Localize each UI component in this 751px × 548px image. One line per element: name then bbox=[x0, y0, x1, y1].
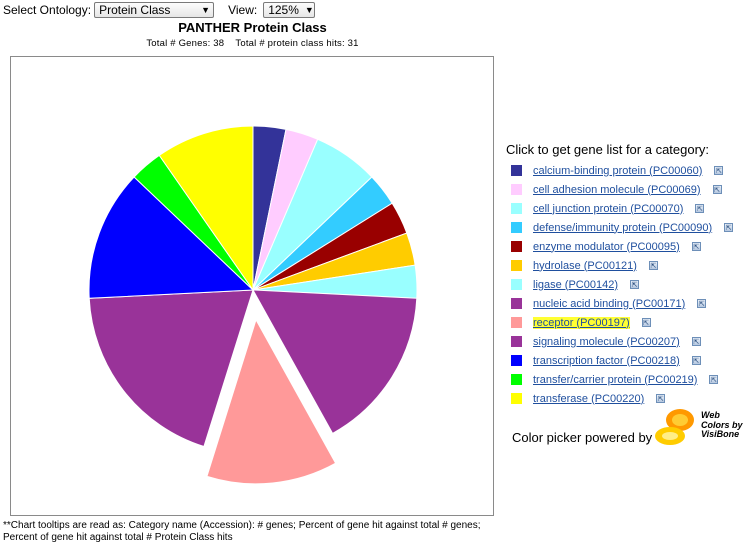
pathway-graph-icon[interactable]: ⇱ bbox=[712, 185, 722, 194]
legend-swatch bbox=[511, 222, 522, 233]
legend: Click to get gene list for a category: c… bbox=[506, 142, 734, 408]
pie-slice[interactable] bbox=[158, 125, 254, 292]
legend-item: cell junction protein (PC00070) ⇱ bbox=[506, 199, 733, 218]
legend-link[interactable]: cell adhesion molecule (PC00069) bbox=[533, 183, 701, 196]
legend-items: calcium-binding protein (PC00060) ⇱ cell a… bbox=[506, 161, 734, 408]
legend-link[interactable]: ligase (PC00142) bbox=[533, 278, 618, 291]
legend-swatch bbox=[511, 279, 522, 290]
legend-item: ligase (PC00142) ⇱ bbox=[506, 275, 733, 294]
legend-swatch bbox=[511, 317, 522, 328]
legend-swatch bbox=[511, 374, 522, 385]
visibone-logo[interactable]: Web Colors by VisiBone bbox=[654, 406, 750, 448]
view-label: View: bbox=[228, 2, 258, 17]
pathway-graph-icon[interactable]: ⇱ bbox=[697, 299, 707, 308]
legend-swatch bbox=[511, 355, 522, 366]
logo-text: Web Colors by VisiBone bbox=[701, 410, 743, 439]
pie-slice[interactable] bbox=[88, 289, 254, 448]
ontology-label: Select Ontology: bbox=[3, 2, 92, 17]
pathway-graph-icon[interactable]: ⇱ bbox=[714, 166, 724, 175]
pathway-graph-icon[interactable]: ⇱ bbox=[691, 337, 701, 346]
legend-item: calcium-binding protein (PC00060) ⇱ bbox=[506, 161, 733, 180]
legend-link[interactable]: calcium-binding protein (PC00060) bbox=[533, 164, 703, 177]
pathway-graph-icon[interactable]: ⇱ bbox=[630, 280, 639, 289]
toolbar: Select Ontology: Protein Class ▼ View: 1… bbox=[3, 0, 316, 19]
legend-link[interactable]: defense/immunity protein (PC00090) bbox=[533, 221, 713, 234]
legend-link[interactable]: signaling molecule (PC00207) bbox=[533, 335, 680, 348]
legend-swatch bbox=[511, 241, 522, 252]
legend-item: signaling molecule (PC00207) ⇱ bbox=[506, 332, 733, 351]
color-picker-credit: Color picker powered by bbox=[512, 430, 653, 445]
view-select-value: 125% bbox=[268, 2, 299, 17]
legend-link[interactable]: receptor (PC00197) bbox=[533, 316, 630, 329]
legend-link[interactable]: transcription factor (PC00218) bbox=[533, 354, 680, 367]
pathway-graph-icon[interactable]: ⇱ bbox=[691, 242, 701, 251]
chart-subtitle: Total # Genes: 38 Total # protein class … bbox=[146, 38, 359, 49]
chart-title: PANTHER Protein Class bbox=[178, 20, 327, 35]
pathway-graph-icon[interactable]: ⇱ bbox=[691, 356, 701, 365]
legend-item: transferase (PC00220) ⇱ bbox=[506, 389, 733, 408]
legend-link[interactable]: cell junction protein (PC00070) bbox=[533, 202, 684, 215]
chart-footnote: **Chart tooltips are read as: Category n… bbox=[3, 520, 481, 543]
legend-item: enzyme modulator (PC00095) ⇱ bbox=[506, 237, 733, 256]
legend-swatch bbox=[511, 336, 522, 347]
legend-link[interactable]: hydrolase (PC00121) bbox=[533, 259, 637, 272]
legend-item: defense/immunity protein (PC00090) ⇱ bbox=[506, 218, 734, 237]
pathway-graph-icon[interactable]: ⇱ bbox=[656, 394, 666, 403]
legend-swatch bbox=[511, 184, 522, 195]
pie-slice[interactable] bbox=[252, 289, 418, 435]
legend-item: cell adhesion molecule (PC00069) ⇱ bbox=[506, 180, 733, 199]
pie-slice[interactable] bbox=[206, 318, 337, 485]
pathway-graph-icon[interactable]: ⇱ bbox=[695, 204, 705, 213]
ontology-select[interactable]: Protein Class ▼ bbox=[94, 1, 215, 18]
pathway-graph-icon[interactable]: ⇱ bbox=[709, 375, 719, 384]
chart-frame bbox=[10, 56, 494, 516]
chevron-down-icon: ▼ bbox=[304, 4, 314, 15]
legend-swatch bbox=[511, 165, 522, 176]
legend-item: receptor (PC00197) ⇱ bbox=[506, 313, 733, 332]
ontology-select-value: Protein Class bbox=[99, 2, 171, 17]
legend-swatch bbox=[511, 203, 522, 214]
legend-item: transfer/carrier protein (PC00219) ⇱ bbox=[506, 370, 733, 389]
legend-item: transcription factor (PC00218) ⇱ bbox=[506, 351, 733, 370]
pie-slice[interactable] bbox=[88, 176, 255, 299]
legend-swatch bbox=[511, 393, 522, 404]
chevron-down-icon: ▼ bbox=[201, 4, 211, 15]
view-select[interactable]: 125% ▼ bbox=[263, 1, 316, 18]
legend-swatch bbox=[511, 260, 522, 271]
pathway-graph-icon[interactable]: ⇱ bbox=[724, 223, 734, 232]
pathway-graph-icon[interactable]: ⇱ bbox=[648, 261, 658, 270]
pie-chart bbox=[88, 125, 418, 485]
legend-link[interactable]: nucleic acid binding (PC00171) bbox=[533, 297, 686, 310]
legend-heading: Click to get gene list for a category: bbox=[506, 142, 710, 157]
pathway-graph-icon[interactable]: ⇱ bbox=[641, 318, 651, 327]
legend-link[interactable]: enzyme modulator (PC00095) bbox=[533, 240, 680, 253]
legend-item: nucleic acid binding (PC00171) ⇱ bbox=[506, 294, 733, 313]
legend-item: hydrolase (PC00121) ⇱ bbox=[506, 256, 733, 275]
legend-link[interactable]: transferase (PC00220) bbox=[533, 392, 645, 405]
legend-swatch bbox=[511, 298, 522, 309]
legend-link[interactable]: transfer/carrier protein (PC00219) bbox=[533, 373, 698, 386]
color-palette-icon bbox=[655, 409, 694, 445]
